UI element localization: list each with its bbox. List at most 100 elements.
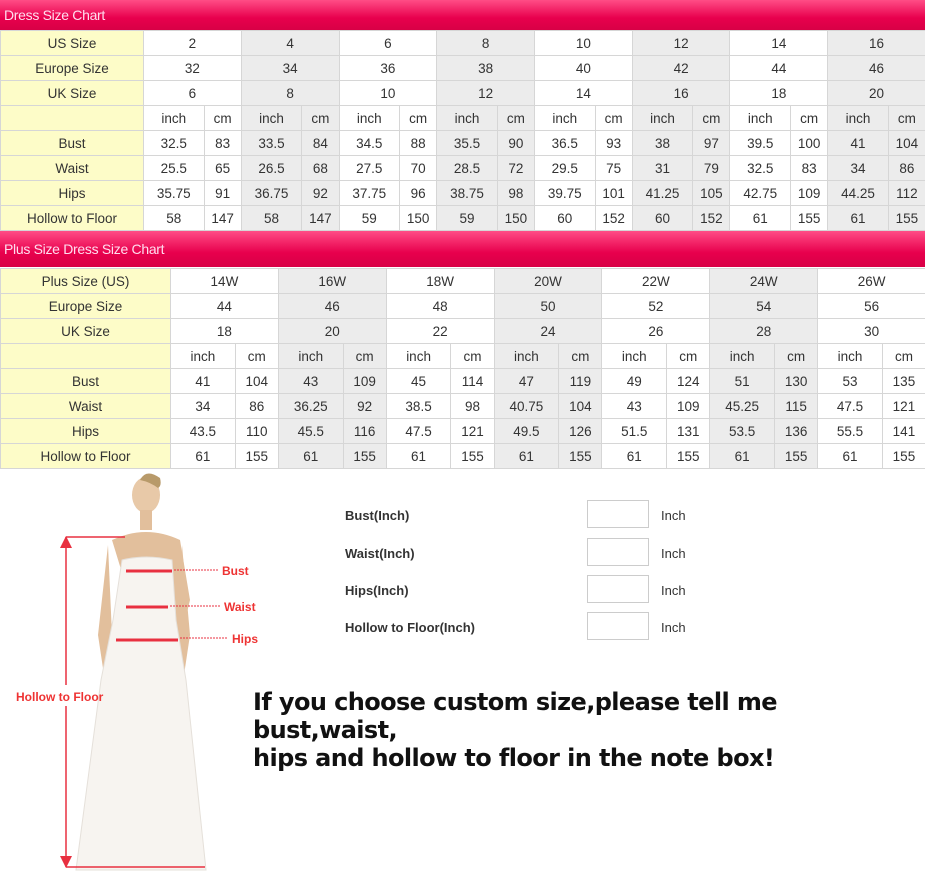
unit-cm: cm: [791, 106, 828, 131]
measurement-figure: Bust Waist Hips Hollow to Floor: [0, 470, 280, 871]
measure-cell: 98: [497, 181, 534, 206]
measure-cell: 109: [667, 394, 710, 419]
size-cell: 20: [828, 81, 925, 106]
measure-cell: 45.25: [710, 394, 775, 419]
measure-cell: 35.75: [144, 181, 205, 206]
measure-cell: 109: [343, 369, 386, 394]
measure-cell: 79: [693, 156, 730, 181]
measure-cell: 49.5: [494, 419, 559, 444]
size-cell: 18W: [386, 269, 494, 294]
measure-cell: 119: [559, 369, 602, 394]
size-cell: 18: [171, 319, 279, 344]
measure-cell: 83: [204, 131, 241, 156]
unit-inch: inch: [828, 106, 889, 131]
row-label: Waist: [1, 156, 144, 181]
unit-cm: cm: [235, 344, 278, 369]
waist-marker-label: Waist: [224, 600, 256, 614]
measure-cell: 26.5: [241, 156, 302, 181]
unit-inch: inch: [535, 106, 596, 131]
measure-cell: 61: [828, 206, 889, 231]
measure-cell: 90: [497, 131, 534, 156]
size-cell: 16: [828, 31, 925, 56]
hips-unit: Inch: [661, 583, 686, 598]
size-cell: 20W: [494, 269, 602, 294]
size-cell: 54: [710, 294, 818, 319]
size-cell: 2: [144, 31, 242, 56]
plus-chart-title: Plus Size Dress Size Chart: [4, 241, 164, 257]
measure-cell: 136: [775, 419, 818, 444]
measure-cell: 155: [235, 444, 278, 469]
row-label: Bust: [1, 369, 171, 394]
measure-cell: 41.25: [632, 181, 693, 206]
measure-cell: 61: [710, 444, 775, 469]
unit-inch: inch: [437, 106, 498, 131]
measure-cell: 147: [204, 206, 241, 231]
size-cell: 16W: [278, 269, 386, 294]
measure-cell: 39.75: [535, 181, 596, 206]
size-cell: 12: [437, 81, 535, 106]
measure-cell: 104: [888, 131, 925, 156]
measure-cell: 109: [791, 181, 828, 206]
unit-inch: inch: [144, 106, 205, 131]
unit-cm: cm: [400, 106, 437, 131]
hips-input[interactable]: [587, 575, 649, 603]
measure-cell: 36.75: [241, 181, 302, 206]
hips-marker-label: Hips: [232, 632, 258, 646]
measure-cell: 41: [828, 131, 889, 156]
hollow-input[interactable]: [587, 612, 649, 640]
size-cell: 48: [386, 294, 494, 319]
unit-cm: cm: [343, 344, 386, 369]
row-label: [1, 344, 171, 369]
hollow-marker-label: Hollow to Floor: [16, 690, 103, 704]
measure-cell: 27.5: [339, 156, 400, 181]
size-cell: 14: [730, 31, 828, 56]
size-cell: 46: [278, 294, 386, 319]
unit-cm: cm: [693, 106, 730, 131]
measure-cell: 98: [451, 394, 494, 419]
unit-cm: cm: [882, 344, 925, 369]
measure-cell: 61: [171, 444, 236, 469]
measure-cell: 121: [882, 394, 925, 419]
size-cell: 10: [339, 81, 437, 106]
measure-cell: 92: [302, 181, 339, 206]
unit-inch: inch: [386, 344, 451, 369]
unit-inch: inch: [278, 344, 343, 369]
size-cell: 46: [828, 56, 925, 81]
measure-cell: 130: [775, 369, 818, 394]
unit-inch: inch: [339, 106, 400, 131]
size-cell: 10: [535, 31, 633, 56]
measure-cell: 60: [632, 206, 693, 231]
waist-input[interactable]: [587, 538, 649, 566]
waist-unit: Inch: [661, 546, 686, 561]
measure-cell: 55.5: [818, 419, 883, 444]
measure-cell: 41: [171, 369, 236, 394]
measure-cell: 86: [235, 394, 278, 419]
size-cell: 32: [144, 56, 242, 81]
measure-cell: 38.5: [386, 394, 451, 419]
bust-input[interactable]: [587, 500, 649, 528]
size-cell: 22W: [602, 269, 710, 294]
measure-cell: 131: [667, 419, 710, 444]
size-cell: 8: [241, 81, 339, 106]
row-label: Hips: [1, 181, 144, 206]
unit-inch: inch: [171, 344, 236, 369]
unit-inch: inch: [241, 106, 302, 131]
measure-cell: 53.5: [710, 419, 775, 444]
measure-cell: 33.5: [241, 131, 302, 156]
unit-inch: inch: [632, 106, 693, 131]
measure-cell: 92: [343, 394, 386, 419]
measure-cell: 114: [451, 369, 494, 394]
measure-cell: 51: [710, 369, 775, 394]
measure-cell: 124: [667, 369, 710, 394]
size-cell: 56: [818, 294, 925, 319]
measure-cell: 150: [497, 206, 534, 231]
